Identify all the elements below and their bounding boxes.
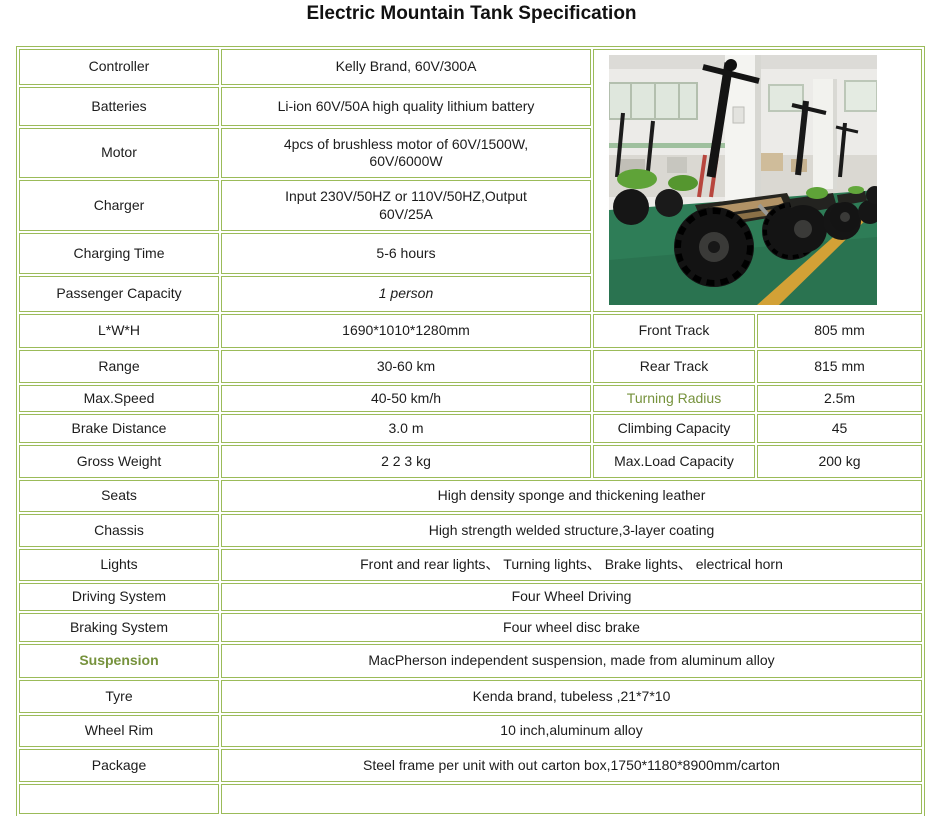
spec-value-cell: 2 2 3 kg — [221, 445, 591, 478]
spec-label-cell: Brake Distance — [19, 414, 219, 443]
spec-value-cell: Kenda brand, tubeless ,21*7*10 — [221, 680, 922, 713]
table-row — [19, 784, 922, 814]
photo-far-vehicles — [830, 122, 884, 232]
table-row: Passenger Capacity 1 person — [19, 276, 922, 312]
spec-value-cell: Four wheel disc brake — [221, 613, 922, 642]
table-row: Gross Weight 2 2 3 kg Max.Load Capacity … — [19, 445, 922, 478]
spec-value-cell: 4pcs of brushless motor of 60V/1500W, 60… — [221, 128, 591, 178]
table-row: Controller Kelly Brand, 60V/300A — [19, 49, 922, 312]
table-row: Charging Time 5-6 hours — [19, 233, 922, 274]
spec-label-cell: L*W*H — [19, 314, 219, 348]
table-row: Charger Input 230V/50HZ or 110V/50HZ,Out… — [19, 180, 922, 231]
spec-label-cell: Charging Time — [19, 233, 219, 274]
spec-value-cell: 815 mm — [757, 350, 922, 383]
table-row: Tyre Kenda brand, tubeless ,21*7*10 — [19, 680, 922, 713]
spec-value-cell: Li-ion 60V/50A high quality lithium batt… — [221, 87, 591, 126]
spec-label-cell: Driving System — [19, 583, 219, 611]
spec-label-cell: Lights — [19, 549, 219, 581]
spec-label-cell: Package — [19, 749, 219, 782]
spec-label-cell: Tyre — [19, 680, 219, 713]
spec-label-cell: Wheel Rim — [19, 715, 219, 747]
spec-value-cell: High density sponge and thickening leath… — [221, 480, 922, 512]
product-photo-cell — [593, 49, 922, 312]
spec-value-cell: Front and rear lights、 Turning lights、 B… — [221, 549, 922, 581]
spec-label-cell: Range — [19, 350, 219, 383]
table-row: Driving System Four Wheel Driving — [19, 583, 922, 611]
spec-label-cell — [19, 784, 219, 814]
spec-label-cell: Max.Speed — [19, 385, 219, 412]
spec-label-cell: Charger — [19, 180, 219, 231]
spec-value-cell: Kelly Brand, 60V/300A — [221, 49, 591, 85]
spec-value-cell: 45 — [757, 414, 922, 443]
table-row: Motor 4pcs of brushless motor of 60V/150… — [19, 128, 922, 178]
table-row: Brake Distance 3.0 m Climbing Capacity 4… — [19, 414, 922, 443]
table-row: Batteries Li-ion 60V/50A high quality li… — [19, 87, 922, 126]
spec-value-cell: Input 230V/50HZ or 110V/50HZ,Output 60V/… — [221, 180, 591, 231]
product-photo — [608, 55, 884, 305]
spec-value-cell — [221, 784, 922, 814]
spec-label-cell: Motor — [19, 128, 219, 178]
photo-windows — [608, 80, 878, 120]
spec-label-cell: Front Track — [593, 314, 755, 348]
spec-value-cell: 10 inch,aluminum alloy — [221, 715, 922, 747]
spec-label-cell: Braking System — [19, 613, 219, 642]
spec-value-cell: 200 kg — [757, 445, 922, 478]
table-row: Wheel Rim 10 inch,aluminum alloy — [19, 715, 922, 747]
spec-label-cell: Climbing Capacity — [593, 414, 755, 443]
spec-value-cell: MacPherson independent suspension, made … — [221, 644, 922, 678]
suspension-label: Suspension — [19, 644, 219, 678]
table-row: Chassis High strength welded structure,3… — [19, 514, 922, 547]
spec-label-cell: Controller — [19, 49, 219, 85]
table-row: Lights Front and rear lights、 Turning li… — [19, 549, 922, 581]
table-row: Braking System Four wheel disc brake — [19, 613, 922, 642]
spec-value-cell: 805 mm — [757, 314, 922, 348]
table-row: Package Steel frame per unit with out ca… — [19, 749, 922, 782]
spec-value-cell: 40-50 km/h — [221, 385, 591, 412]
spec-label-cell: Max.Load Capacity — [593, 445, 755, 478]
spec-label-cell: Gross Weight — [19, 445, 219, 478]
spec-value-cell: 30-60 km — [221, 350, 591, 383]
spec-label-cell: Passenger Capacity — [19, 276, 219, 312]
spec-label-cell: Seats — [19, 480, 219, 512]
table-row: Range 30-60 km Rear Track 815 mm — [19, 350, 922, 383]
spec-value-cell: 3.0 m — [221, 414, 591, 443]
spec-label-cell: Rear Track — [593, 350, 755, 383]
spec-label-cell: Chassis — [19, 514, 219, 547]
spec-table: Controller Kelly Brand, 60V/300A — [16, 46, 925, 816]
spec-value-cell: Four Wheel Driving — [221, 583, 922, 611]
spec-value-cell: 1690*1010*1280mm — [221, 314, 591, 348]
spec-value-cell: 5-6 hours — [221, 233, 591, 274]
spec-value-cell: Steel frame per unit with out carton box… — [221, 749, 922, 782]
table-row: Suspension MacPherson independent suspen… — [19, 644, 922, 678]
page-title: Electric Mountain Tank Specification — [306, 3, 637, 24]
turning-radius-label: Turning Radius — [593, 385, 755, 412]
spec-value-cell: 1 person — [221, 276, 591, 312]
table-row: Seats High density sponge and thickening… — [19, 480, 922, 512]
spec-value-cell: 2.5m — [757, 385, 922, 412]
spec-value-cell: High strength welded structure,3-layer c… — [221, 514, 922, 547]
spec-label-cell: Batteries — [19, 87, 219, 126]
table-row: Max.Speed 40-50 km/h Turning Radius 2.5m — [19, 385, 922, 412]
table-row: L*W*H 1690*1010*1280mm Front Track 805 m… — [19, 314, 922, 348]
